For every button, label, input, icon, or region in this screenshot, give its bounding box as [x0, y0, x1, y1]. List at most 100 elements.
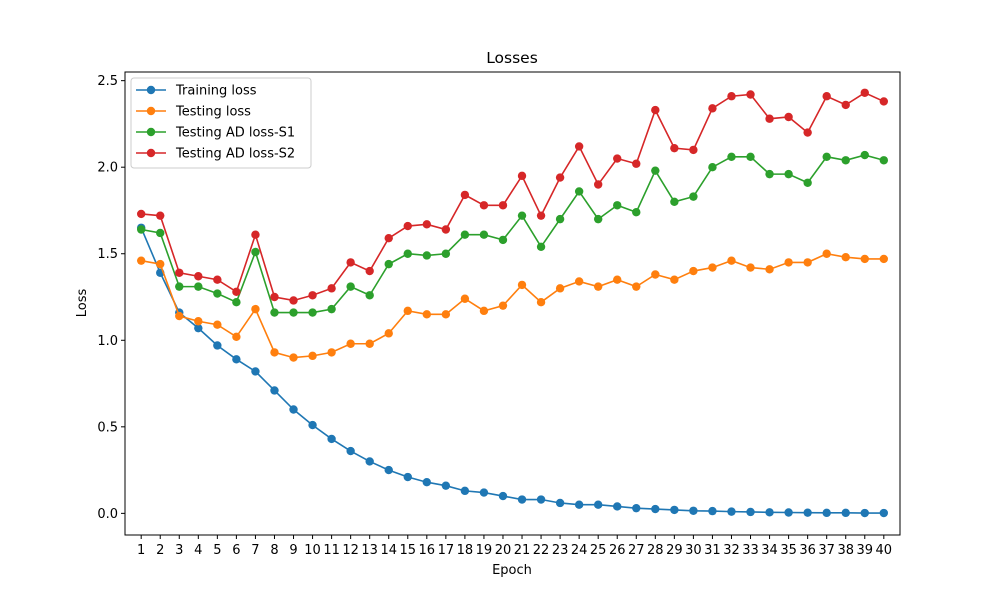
data-point — [746, 90, 755, 99]
chart-title: Losses — [486, 49, 538, 67]
x-tick-label: 38 — [837, 543, 854, 558]
data-point — [289, 296, 298, 305]
data-point — [670, 197, 679, 207]
data-point — [555, 173, 565, 182]
legend-items: Training loss Testing loss Testing AD loss… — [136, 84, 295, 162]
data-point — [651, 504, 660, 514]
data-point — [232, 287, 241, 297]
data-point — [803, 128, 812, 137]
data-point — [460, 486, 470, 496]
x-tick-label: 35 — [780, 543, 797, 558]
data-point — [555, 214, 565, 224]
series-2 — [136, 249, 889, 362]
data-point — [536, 242, 546, 252]
x-tick-label: 7 — [251, 543, 259, 558]
data-point — [156, 211, 165, 220]
data-point — [422, 220, 432, 229]
legend-swatch-marker — [146, 85, 156, 95]
x-tick-label: 19 — [476, 543, 493, 558]
data-point — [213, 275, 222, 284]
series-3 — [136, 150, 889, 317]
data-point — [194, 282, 203, 291]
data-point — [632, 282, 641, 291]
data-point — [460, 190, 470, 200]
x-tick-label: 1 — [137, 543, 145, 558]
legend-label: Testing AD loss-S1 — [175, 126, 295, 141]
y-tick-label: 0.0 — [97, 507, 118, 522]
x-tick-label: 18 — [457, 543, 474, 558]
data-point — [136, 256, 146, 265]
data-point — [708, 263, 717, 272]
legend-box — [130, 77, 312, 169]
x-tick-label: 20 — [495, 543, 512, 558]
data-point — [784, 169, 793, 179]
x-tick-label: 24 — [571, 543, 588, 558]
x-tick-label: 37 — [818, 543, 835, 558]
data-point — [536, 495, 546, 504]
data-point — [156, 259, 165, 269]
data-point — [384, 259, 393, 269]
data-point — [232, 332, 241, 342]
data-point — [651, 166, 660, 175]
data-point — [479, 201, 489, 210]
data-point — [593, 180, 603, 189]
data-point — [213, 341, 222, 350]
data-point — [670, 143, 679, 153]
data-point — [879, 97, 889, 106]
x-tick-label: 4 — [194, 543, 202, 558]
data-point — [327, 348, 336, 357]
y-tick-label: 2.0 — [97, 161, 118, 176]
data-point — [651, 270, 660, 279]
data-point — [765, 508, 774, 517]
x-tick-label: 9 — [289, 543, 297, 558]
legend-item: Training loss — [136, 84, 257, 99]
data-point — [670, 275, 679, 284]
x-tick-label: 21 — [514, 543, 531, 558]
data-point — [441, 481, 451, 490]
data-point — [708, 104, 717, 113]
data-point — [708, 506, 717, 516]
data-point — [213, 320, 222, 329]
data-point — [384, 465, 393, 475]
data-point — [689, 266, 698, 276]
data-point — [175, 268, 184, 277]
series-line — [141, 154, 885, 314]
series-4 — [136, 88, 889, 305]
data-point — [251, 230, 260, 239]
data-point — [860, 508, 869, 518]
x-axis: 1 2 3 4 5 6 7 8 9 10 11 12 13 14 15 16 17 18 19 20 21 22 23 24 2… — [137, 535, 892, 558]
data-point — [384, 233, 393, 243]
data-point — [765, 265, 774, 274]
x-tick-label: 28 — [647, 543, 664, 558]
data-point — [746, 263, 755, 272]
data-point — [270, 292, 279, 302]
data-point — [422, 310, 432, 319]
legend-swatch-marker — [146, 148, 156, 158]
data-point — [498, 201, 508, 210]
data-point — [270, 348, 279, 357]
data-point — [289, 308, 298, 317]
x-tick-label: 23 — [552, 543, 569, 558]
data-point — [403, 249, 412, 258]
x-tick-label: 40 — [876, 543, 893, 558]
y-tick-label: 0.5 — [97, 420, 118, 435]
data-point — [574, 277, 584, 286]
x-tick-label: 30 — [685, 543, 702, 558]
x-tick-label: 36 — [799, 543, 816, 558]
x-tick-label: 25 — [590, 543, 607, 558]
data-point — [346, 258, 355, 267]
data-point — [613, 201, 622, 210]
x-tick-label: 27 — [628, 543, 645, 558]
data-point — [784, 258, 793, 267]
data-point — [708, 163, 717, 172]
x-tick-label: 13 — [361, 543, 378, 558]
data-point — [460, 294, 470, 303]
legend-swatch-marker — [146, 106, 156, 116]
data-point — [670, 505, 679, 515]
data-point — [479, 488, 489, 497]
data-point — [727, 92, 736, 101]
plot-frame — [124, 71, 901, 536]
x-tick-label: 17 — [438, 543, 455, 558]
data-point — [803, 258, 812, 267]
